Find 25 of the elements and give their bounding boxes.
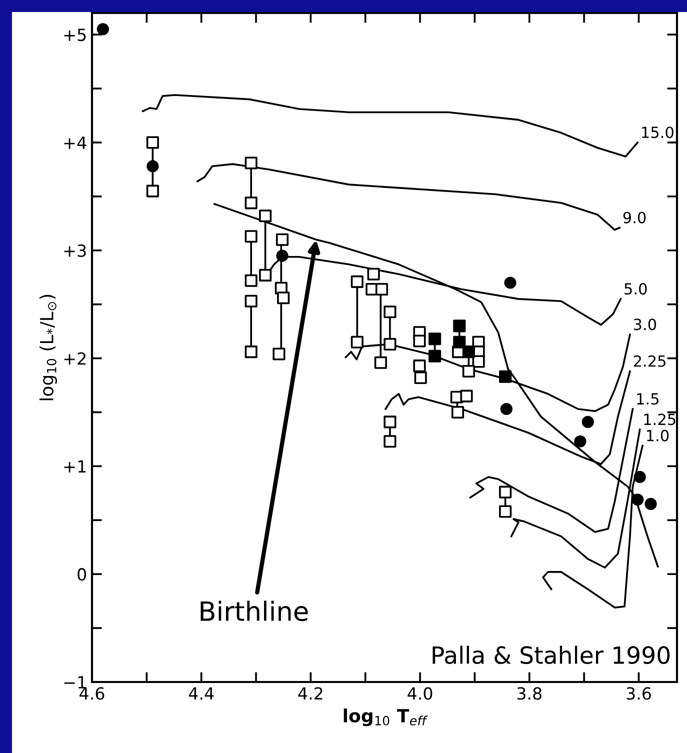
x-tick-label: 4.6 <box>80 687 104 700</box>
annotation: 15.0 <box>642 126 674 138</box>
annotation: 1.25 <box>644 414 676 426</box>
y-tick-label: +4 <box>64 136 86 149</box>
annotation: 5.0 <box>624 283 647 295</box>
y-tick-label: +1 <box>64 460 86 473</box>
annotation: Birthline <box>200 600 308 622</box>
annotation: 3.0 <box>634 318 656 330</box>
annotation: 2.25 <box>634 355 666 367</box>
x-axis-title: log$_{10}$ T$_{eff}$ <box>344 708 428 726</box>
annotation: 9.0 <box>623 212 646 224</box>
x-tick-label: 3.8 <box>517 687 542 700</box>
annotation: Palla & Stahler 1990 <box>432 646 670 664</box>
x-tick-label: 4.2 <box>298 687 322 700</box>
x-tick-label: 4.4 <box>188 687 214 700</box>
annotation: 1.5 <box>637 393 658 405</box>
y-tick-label: +2 <box>64 352 86 365</box>
x-tick-label: 3.6 <box>626 687 651 700</box>
x-tick-label: 4.0 <box>408 687 432 700</box>
y-tick-label: 0 <box>78 568 86 581</box>
y-axis-title: log$_{10}$ (L$_{*}$/L$_{⊙}$) <box>40 294 57 400</box>
annotation: 1.0 <box>647 430 669 442</box>
y-tick-label: +3 <box>64 244 86 257</box>
y-tick-label: +5 <box>64 28 86 42</box>
y-tick-label: −1 <box>64 676 86 688</box>
